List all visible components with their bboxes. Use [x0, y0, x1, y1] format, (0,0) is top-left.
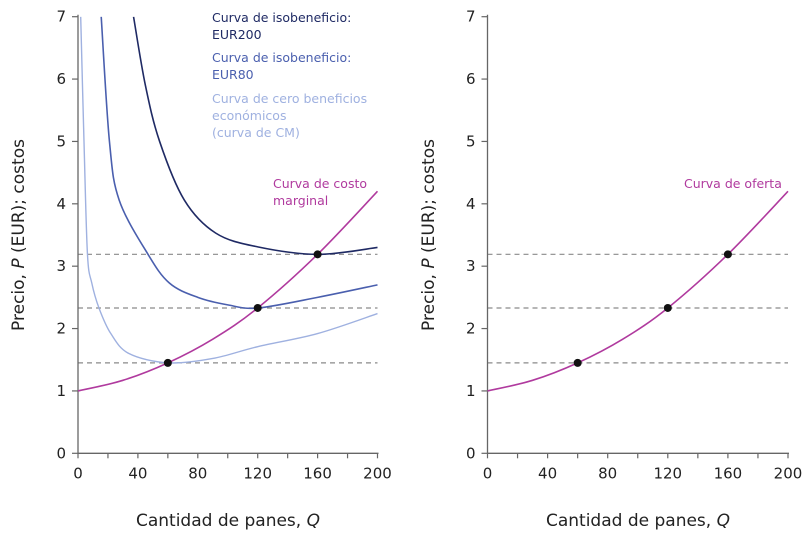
y-tick-label: 7 [56, 8, 66, 26]
equilibrium-point [163, 358, 172, 367]
y-axis-title-variable: P [9, 258, 29, 269]
y-tick-label: 5 [56, 132, 66, 150]
x-axis-title-variable: Q [307, 511, 320, 531]
equilibrium-point [253, 303, 262, 312]
equilibrium-point [663, 303, 672, 312]
y-tick-label: 7 [466, 8, 476, 26]
series-label: marginal [273, 193, 328, 208]
x-axis-title-text: Cantidad de panes, [136, 511, 307, 531]
series-line-curva-de-isobeneficio-eur200 [132, 16, 378, 256]
x-axis-title: Cantidad de panes, Q [546, 511, 730, 531]
y-tick-label: 1 [466, 382, 476, 400]
x-axis-title: Cantidad de panes, Q [136, 511, 320, 531]
y-axis-title: Precio, P (EUR); costos [419, 139, 439, 331]
x-axis-title-variable: Q [717, 511, 730, 531]
y-tick-label: 6 [466, 70, 476, 88]
series-label: Curva de cero beneficios [212, 91, 367, 106]
y-axis-title: Precio, P (EUR); costos [9, 139, 29, 331]
y-axis-title-suffix: (EUR); costos [419, 139, 439, 258]
y-tick-label: 3 [466, 257, 476, 275]
series-label: EUR80 [212, 67, 254, 82]
x-tick-label: 0 [73, 464, 83, 482]
x-tick-label: 80 [598, 464, 617, 482]
series-label: Curva de isobeneficio: [212, 10, 351, 25]
x-tick-label: 0 [483, 464, 493, 482]
x-tick-label: 160 [714, 464, 743, 482]
series-label: (curva de CM) [212, 125, 300, 140]
series-label: económicos [212, 108, 286, 123]
y-tick-label: 6 [56, 70, 66, 88]
series-line-curva-de-isobeneficio-eur80 [100, 16, 378, 310]
y-tick-label: 2 [56, 320, 66, 338]
y-tick-label: 0 [56, 444, 66, 462]
y-axis-title-text: Precio, [9, 269, 29, 331]
series-line-curva-de-oferta [487, 190, 789, 392]
x-tick-label: 40 [128, 464, 147, 482]
x-tick-label: 120 [653, 464, 682, 482]
y-tick-label: 3 [56, 257, 66, 275]
y-tick-label: 4 [56, 195, 66, 213]
y-tick-label: 4 [466, 195, 476, 213]
y-tick-label: 0 [466, 444, 476, 462]
y-axis-title-text: Precio, [419, 269, 439, 331]
series-line-curva-de-cero-beneficios-econ-micos-curva-de-cm- [79, 16, 378, 364]
x-tick-label: 80 [188, 464, 207, 482]
y-axis-title-variable: P [419, 258, 439, 269]
chart-panel-2: 0 1 2 3 4 5 6 7 0 40 80 120 160 200 Cantidad de panes,… [419, 8, 802, 531]
series-label: Curva de costo [273, 176, 367, 191]
series-line-curva-de-costo-marginal [78, 190, 379, 392]
series-label: Curva de isobeneficio: [212, 50, 351, 65]
y-axis-title-suffix: (EUR); costos [9, 139, 29, 258]
equilibrium-point [313, 250, 322, 259]
equilibrium-point [573, 358, 582, 367]
x-axis-title-text: Cantidad de panes, [546, 511, 717, 531]
series-label: Curva de oferta [684, 176, 782, 191]
y-tick-label: 5 [466, 132, 476, 150]
x-tick-label: 200 [363, 464, 392, 482]
x-tick-label: 200 [774, 464, 803, 482]
equilibrium-point [723, 250, 732, 259]
y-tick-label: 2 [466, 320, 476, 338]
series-label: EUR200 [212, 27, 262, 42]
y-tick-label: 1 [56, 382, 66, 400]
chart-panel-1: 0 1 2 3 4 5 6 7 0 40 80 120 160 200 Cantidad de panes,… [9, 8, 392, 531]
x-tick-label: 120 [243, 464, 272, 482]
x-tick-label: 40 [538, 464, 557, 482]
x-tick-label: 160 [303, 464, 332, 482]
